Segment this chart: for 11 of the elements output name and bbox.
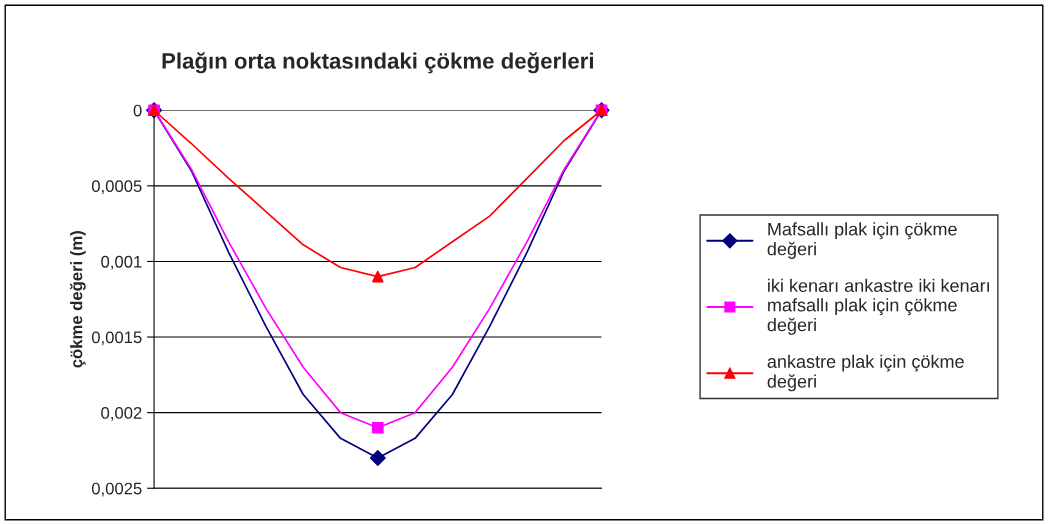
y-axis-title: çökme değeri (m) — [69, 231, 86, 368]
y-tick-label: 0,002 — [101, 407, 142, 421]
y-tick-label: 0 — [133, 104, 142, 117]
y-tick-label: 0,0005 — [91, 180, 142, 195]
y-tick-label: 0,001 — [101, 255, 142, 270]
legend-label: Mafsallı plak için çökme değeri — [767, 222, 957, 259]
legend-label: iki kenarı ankastre iki kenarı mafsallı plak için çökme değeri — [767, 278, 989, 335]
y-tick-label: 0,0015 — [91, 331, 142, 346]
legend-label: ankastre plak için çökme değeri — [767, 354, 964, 392]
chart-title: Plağın orta noktasındaki çökme değerleri — [162, 52, 593, 74]
y-tick-label: 0,0025 — [91, 482, 142, 497]
